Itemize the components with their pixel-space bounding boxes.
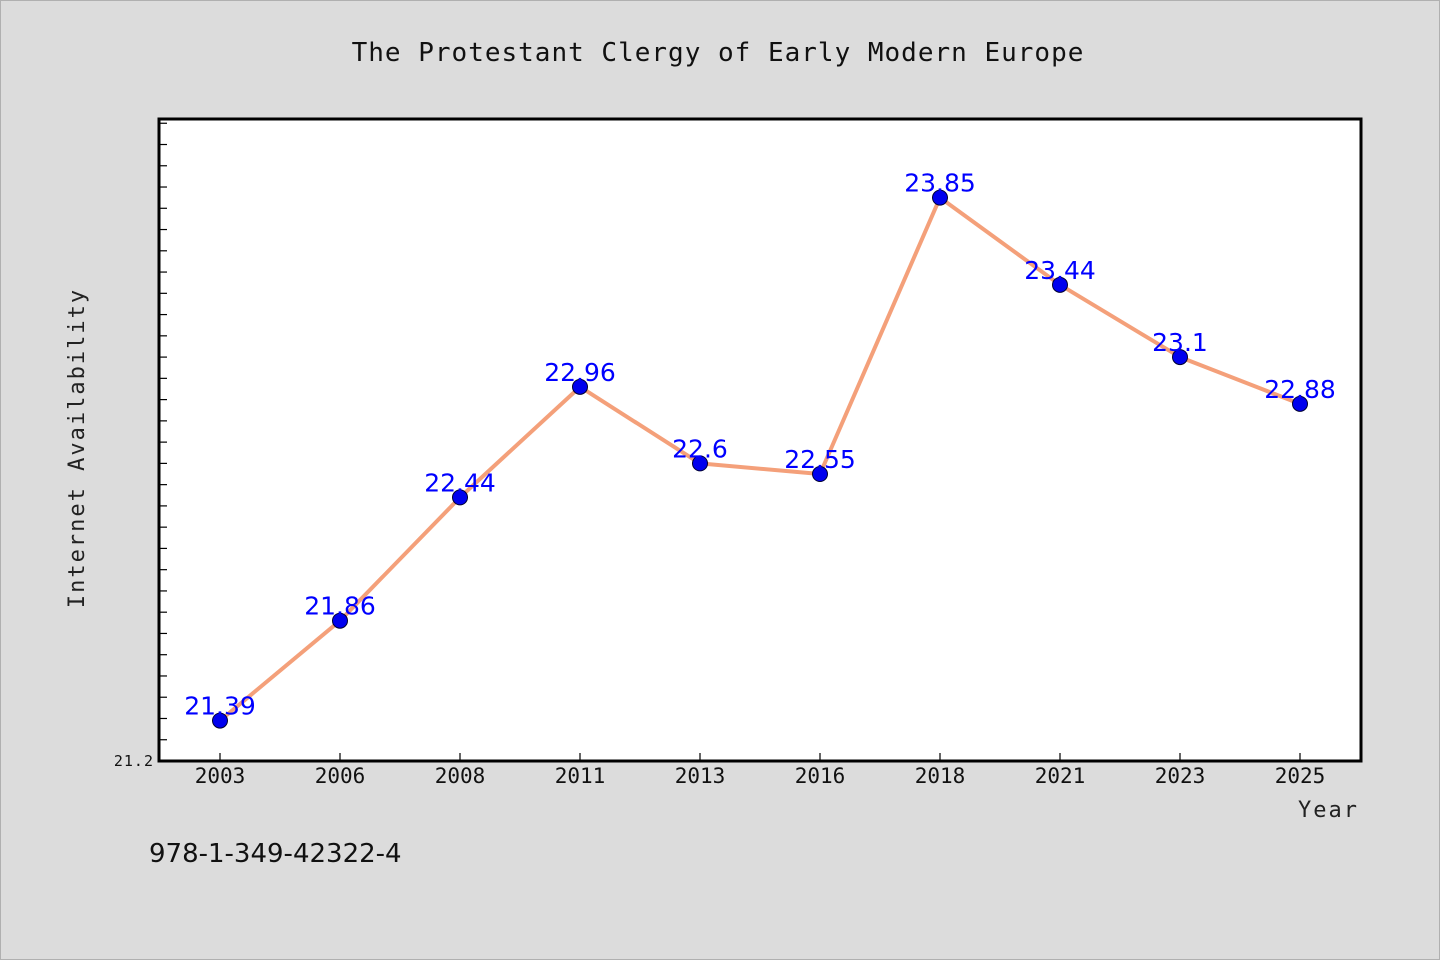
data-label: 22.55 (784, 445, 856, 474)
x-tick-label: 2013 (675, 764, 726, 788)
data-point (932, 189, 948, 206)
y-axis-ticks (159, 122, 167, 762)
data-point (1292, 395, 1308, 412)
data-label: 22.96 (544, 358, 616, 387)
y-tick-label: 21.2 (114, 752, 154, 770)
x-tick-label-layer: 2003 2006 2008 2011 2013 2016 2018 2021 2023 2025 (195, 764, 1326, 788)
y-axis-label: Internet Availability (65, 288, 90, 608)
data-label: 23.44 (1024, 256, 1096, 285)
x-tick-label: 2008 (435, 764, 486, 788)
data-point (812, 466, 828, 483)
x-tick-label: 2016 (795, 764, 846, 788)
footer-isbn: 978-1-349-42322-4 (149, 839, 402, 869)
x-axis-label: Year (1298, 798, 1359, 823)
data-point (452, 489, 468, 506)
x-tick-label: 2025 (1275, 764, 1326, 788)
x-tick-label: 2006 (315, 764, 366, 788)
x-tick-label: 2003 (195, 764, 246, 788)
data-label: 22.88 (1264, 375, 1336, 404)
data-label: 22.6 (672, 434, 728, 463)
series-line (218, 195, 1302, 723)
x-tick-label: 2018 (915, 764, 966, 788)
data-label: 21.86 (304, 592, 376, 621)
data-point (212, 712, 228, 729)
plot-area (157, 117, 1363, 763)
data-point (572, 378, 588, 395)
data-label: 21.39 (184, 692, 256, 721)
data-point (1172, 349, 1188, 366)
data-label: 23.85 (904, 169, 976, 198)
data-point (692, 455, 708, 472)
x-axis-ticks (219, 753, 1301, 761)
data-label: 22.44 (424, 468, 496, 497)
x-tick-label: 2023 (1155, 764, 1206, 788)
x-tick-label: 2021 (1035, 764, 1086, 788)
chart-title: The Protestant Clergy of Early Modern Eu… (352, 38, 1085, 68)
data-label-layer: 21.39 21.86 22.44 22.96 22.6 22.55 23.85 23.44 2… (184, 169, 1336, 721)
data-point (332, 612, 348, 629)
data-point (1052, 276, 1068, 293)
data-label: 23.1 (1152, 328, 1208, 357)
x-tick-label: 2011 (555, 764, 606, 788)
series-marker-layer (212, 189, 1308, 729)
series-line-layer (218, 195, 1302, 723)
